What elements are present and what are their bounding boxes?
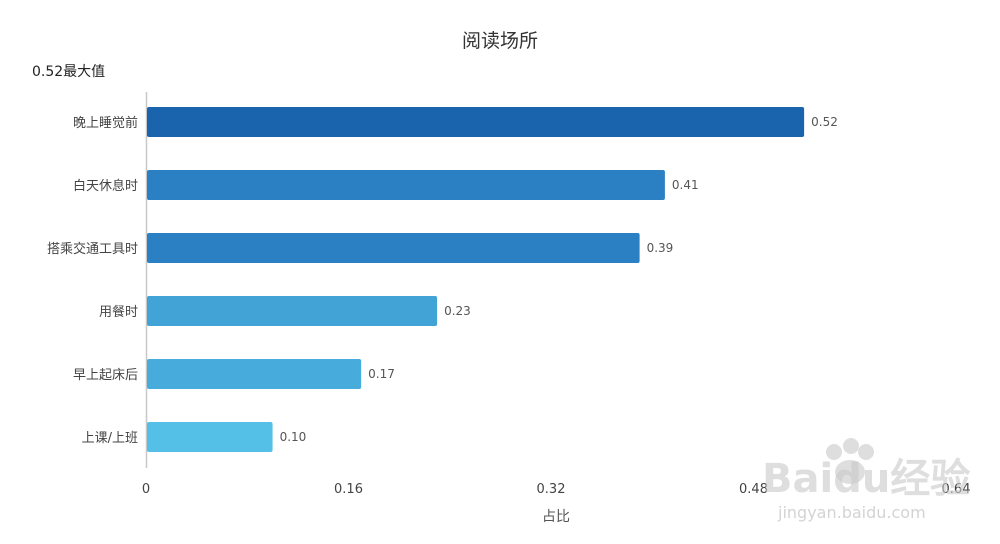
bar xyxy=(147,233,640,263)
x-tick-label: 0.32 xyxy=(537,482,566,497)
x-tick-label: 0.64 xyxy=(942,482,971,497)
paw-icon xyxy=(826,438,874,484)
bar xyxy=(147,296,438,326)
bar xyxy=(147,422,273,452)
value-label: 0.41 xyxy=(672,178,699,192)
x-axis-label: 占比 xyxy=(542,509,570,525)
bar xyxy=(147,359,362,389)
chart-title: 阅读场所 xyxy=(462,30,538,52)
baidu-watermark: Baidu经验 jingyan.baidu.com xyxy=(762,438,970,522)
x-tick-label: 0.48 xyxy=(739,482,768,497)
value-label: 0.17 xyxy=(368,367,395,381)
watermark-brand: Baidu经验 xyxy=(762,456,970,502)
value-label: 0.10 xyxy=(280,430,307,444)
category-label: 用餐时 xyxy=(99,304,138,320)
max-value-annotation: 0.52最大值 xyxy=(32,64,105,80)
bars-group xyxy=(147,107,805,452)
bar xyxy=(147,107,805,137)
value-label: 0.39 xyxy=(647,241,674,255)
value-label: 0.52 xyxy=(811,115,838,129)
x-tick-label: 0.16 xyxy=(334,482,363,497)
category-label: 上课/上班 xyxy=(82,431,138,446)
category-label: 白天休息时 xyxy=(73,178,138,194)
category-label: 晚上睡觉前 xyxy=(73,115,138,131)
category-label: 早上起床后 xyxy=(73,368,138,383)
watermark-url: jingyan.baidu.com xyxy=(777,503,926,522)
value-labels: 0.52 0.41 0.39 0.23 0.17 0.10 xyxy=(280,115,838,444)
x-tick-labels: 0 0.16 0.32 0.48 0.64 xyxy=(142,482,971,497)
value-label: 0.23 xyxy=(444,304,471,318)
x-tick-label: 0 xyxy=(142,482,150,497)
category-label: 搭乘交通工具时 xyxy=(47,241,138,257)
bar xyxy=(147,170,665,200)
